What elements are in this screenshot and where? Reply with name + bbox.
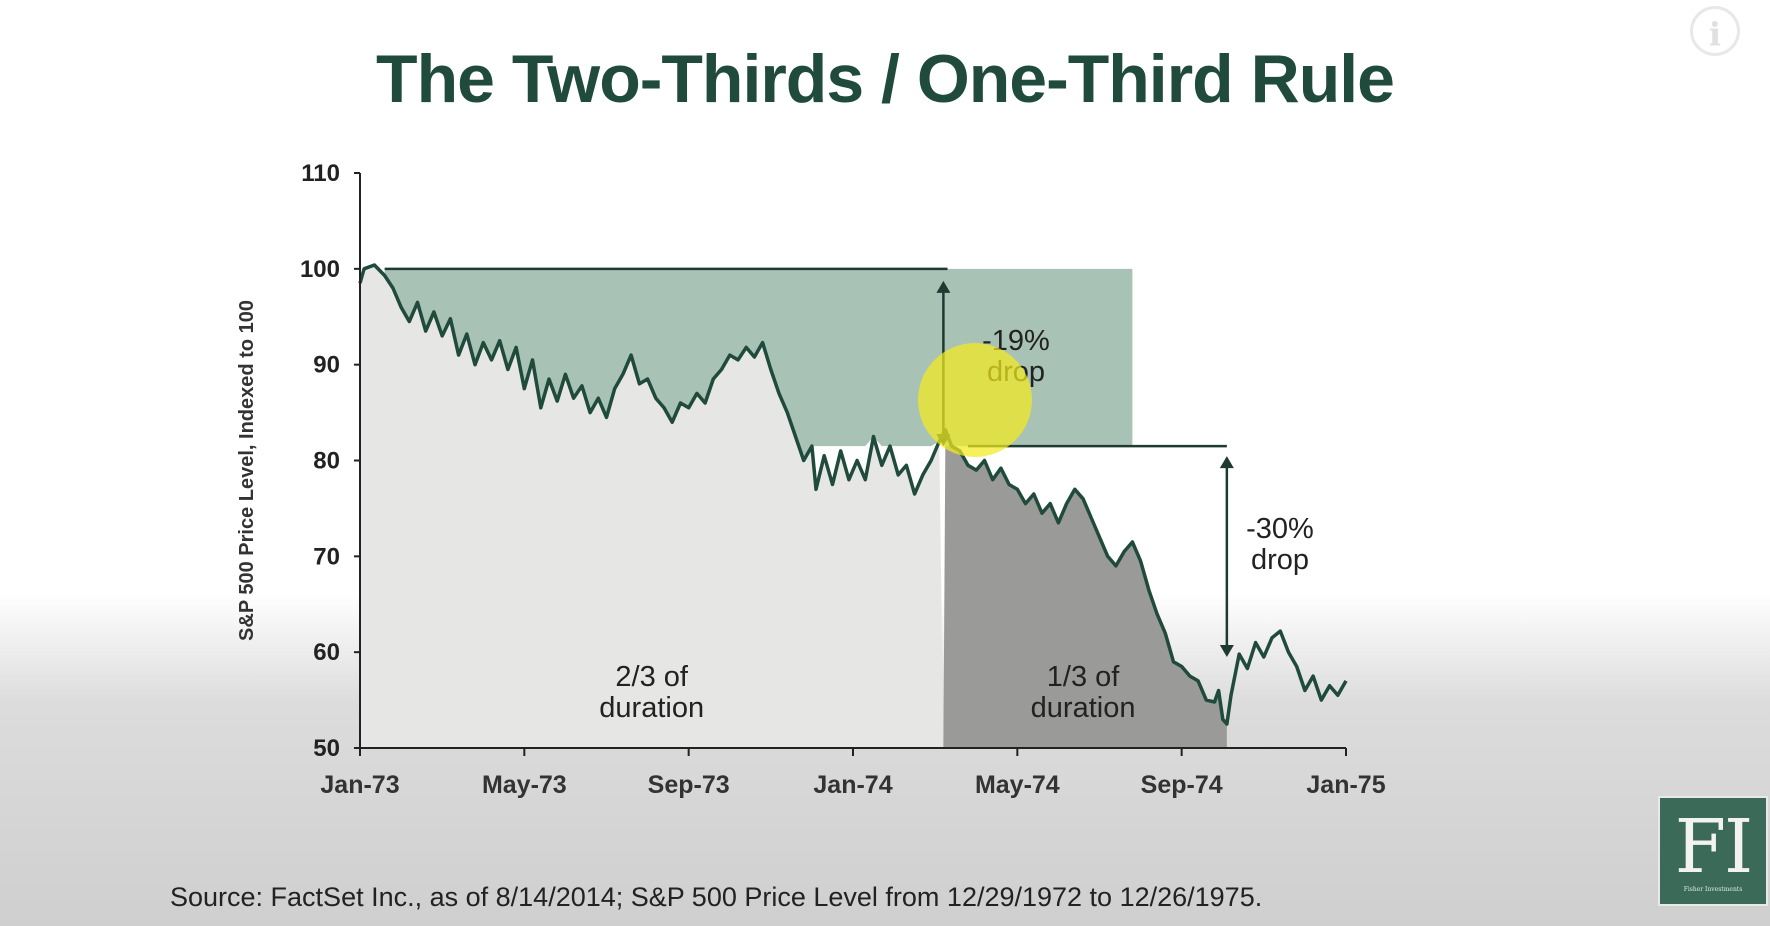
y-axis-label: S&P 500 Price Level, Indexed to 100: [236, 300, 258, 641]
price-line: [358, 263, 1348, 726]
y-tick-label: 50: [313, 735, 340, 762]
drop2-label-pct: -30%: [1246, 513, 1314, 545]
drop2-arrow-head-bottom: [1219, 644, 1234, 657]
region-label-line2: duration: [1031, 692, 1136, 724]
left-duration-region: [360, 265, 944, 748]
drop2-arrow-head-top: [1219, 456, 1234, 469]
y-tick-label: 60: [313, 639, 340, 666]
x-tick-label: Jan-74: [813, 771, 892, 799]
y-tick-label: 90: [313, 352, 340, 379]
right-duration-region: [943, 429, 1227, 748]
y-tick-label: 100: [300, 256, 340, 283]
logo-subtext: Fisher Investments: [1683, 885, 1743, 893]
x-tick-label: Jan-73: [320, 771, 399, 799]
source-note: Source: FactSet Inc., as of 8/14/2014; S…: [170, 882, 1263, 912]
drop1-arrow-head-top: [936, 280, 951, 293]
company-logo: FI Fisher Investments: [1658, 796, 1768, 906]
drop2-label-word: drop: [1251, 544, 1309, 576]
region-label-line2: duration: [599, 692, 704, 724]
x-tick-label: Sep-73: [648, 771, 730, 799]
region-label-line1: 1/3 of: [1047, 661, 1120, 693]
region-label-line1: 2/3 of: [615, 661, 688, 693]
x-tick-label: May-74: [975, 771, 1060, 799]
x-tick-label: May-73: [482, 771, 567, 799]
y-tick-label: 70: [313, 543, 340, 570]
x-tick-label: Jan-75: [1306, 771, 1385, 799]
logo-text: FI: [1674, 803, 1754, 890]
cursor-highlight: [918, 343, 1032, 457]
y-tick-label: 80: [313, 448, 340, 475]
x-tick-label: Sep-74: [1141, 771, 1223, 799]
y-tick-label: 110: [301, 160, 340, 187]
info-icon[interactable]: i: [1690, 6, 1740, 56]
page-title: The Two-Thirds / One-Third Rule: [376, 41, 1395, 117]
